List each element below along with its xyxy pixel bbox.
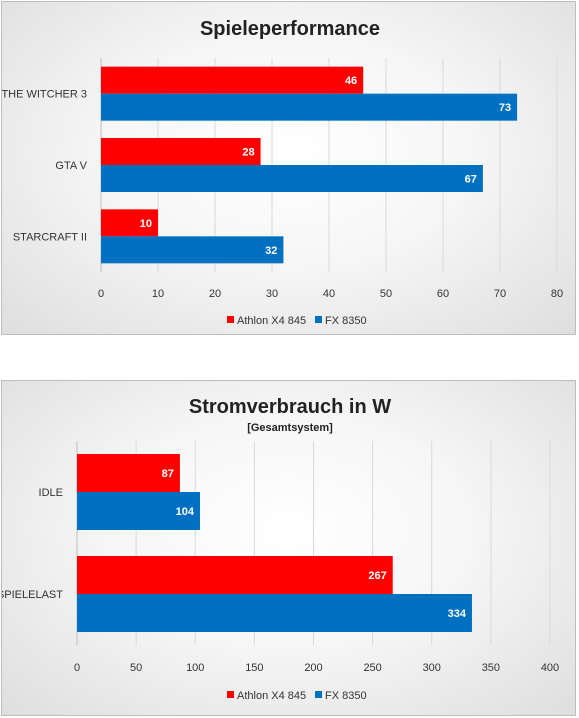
x-tick-label: 250 bbox=[363, 662, 381, 674]
bar bbox=[101, 67, 363, 94]
x-tick-label: 30 bbox=[266, 288, 278, 300]
x-tick-label: 300 bbox=[423, 662, 441, 674]
chart-panel-game-performance: Spieleperformance 0 10 20 30 40 50 60 70 80 THE W… bbox=[1, 1, 576, 335]
category-label: IDLE bbox=[39, 487, 63, 499]
legend-label: FX 8350 bbox=[325, 315, 367, 327]
data-label: 267 bbox=[368, 570, 386, 582]
x-tick-label: 70 bbox=[494, 288, 506, 300]
x-tick-label: 100 bbox=[186, 662, 204, 674]
chart-panel-power-consumption: Stromverbrauch in W [Gesamtsystem] 0 50 10… bbox=[1, 380, 576, 716]
data-label: 46 bbox=[345, 75, 357, 87]
x-tick-label: 0 bbox=[74, 662, 80, 674]
legend-swatch bbox=[227, 691, 234, 698]
chart-title: Stromverbrauch in W bbox=[189, 396, 391, 418]
bar bbox=[101, 165, 483, 192]
legend-label: Athlon X4 845 bbox=[237, 690, 306, 702]
bar bbox=[77, 556, 393, 594]
x-tick-label: 80 bbox=[551, 288, 563, 300]
data-label: 32 bbox=[265, 245, 277, 257]
category-label: STARCRAFT II bbox=[13, 231, 87, 243]
legend-swatch bbox=[315, 316, 322, 323]
chart-svg-game-performance: Spieleperformance 0 10 20 30 40 50 60 70 80 THE W… bbox=[2, 2, 577, 336]
x-tick-label: 40 bbox=[323, 288, 335, 300]
x-tick-label: 200 bbox=[304, 662, 322, 674]
x-tick-label: 400 bbox=[541, 662, 559, 674]
chart-svg-power-consumption: Stromverbrauch in W [Gesamtsystem] 0 50 10… bbox=[2, 381, 577, 717]
category-label: THE WITCHER 3 bbox=[2, 89, 87, 101]
category-label: SPIELELAST bbox=[2, 589, 63, 601]
legend-label: FX 8350 bbox=[325, 690, 367, 702]
legend-swatch bbox=[315, 691, 322, 698]
category-label: GTA V bbox=[55, 160, 87, 172]
x-tick-label: 20 bbox=[209, 288, 221, 300]
data-label: 73 bbox=[499, 102, 511, 114]
bar bbox=[101, 138, 261, 165]
data-label: 67 bbox=[465, 174, 477, 186]
legend-swatch bbox=[227, 316, 234, 323]
x-tick-label: 0 bbox=[98, 288, 104, 300]
x-tick-label: 50 bbox=[130, 662, 142, 674]
x-tick-label: 150 bbox=[245, 662, 263, 674]
bar bbox=[77, 594, 472, 632]
x-tick-label: 350 bbox=[482, 662, 500, 674]
chart-title: Spieleperformance bbox=[200, 18, 380, 40]
bar bbox=[101, 236, 283, 263]
data-label: 10 bbox=[140, 218, 152, 230]
chart-subtitle: [Gesamtsystem] bbox=[247, 422, 333, 434]
data-label: 87 bbox=[162, 468, 174, 480]
bar bbox=[101, 94, 517, 121]
data-label: 104 bbox=[176, 506, 195, 518]
legend-label: Athlon X4 845 bbox=[237, 315, 306, 327]
data-label: 28 bbox=[242, 147, 254, 159]
x-tick-label: 60 bbox=[437, 288, 449, 300]
x-tick-label: 50 bbox=[380, 288, 392, 300]
x-tick-label: 10 bbox=[152, 288, 164, 300]
data-label: 334 bbox=[448, 608, 467, 620]
